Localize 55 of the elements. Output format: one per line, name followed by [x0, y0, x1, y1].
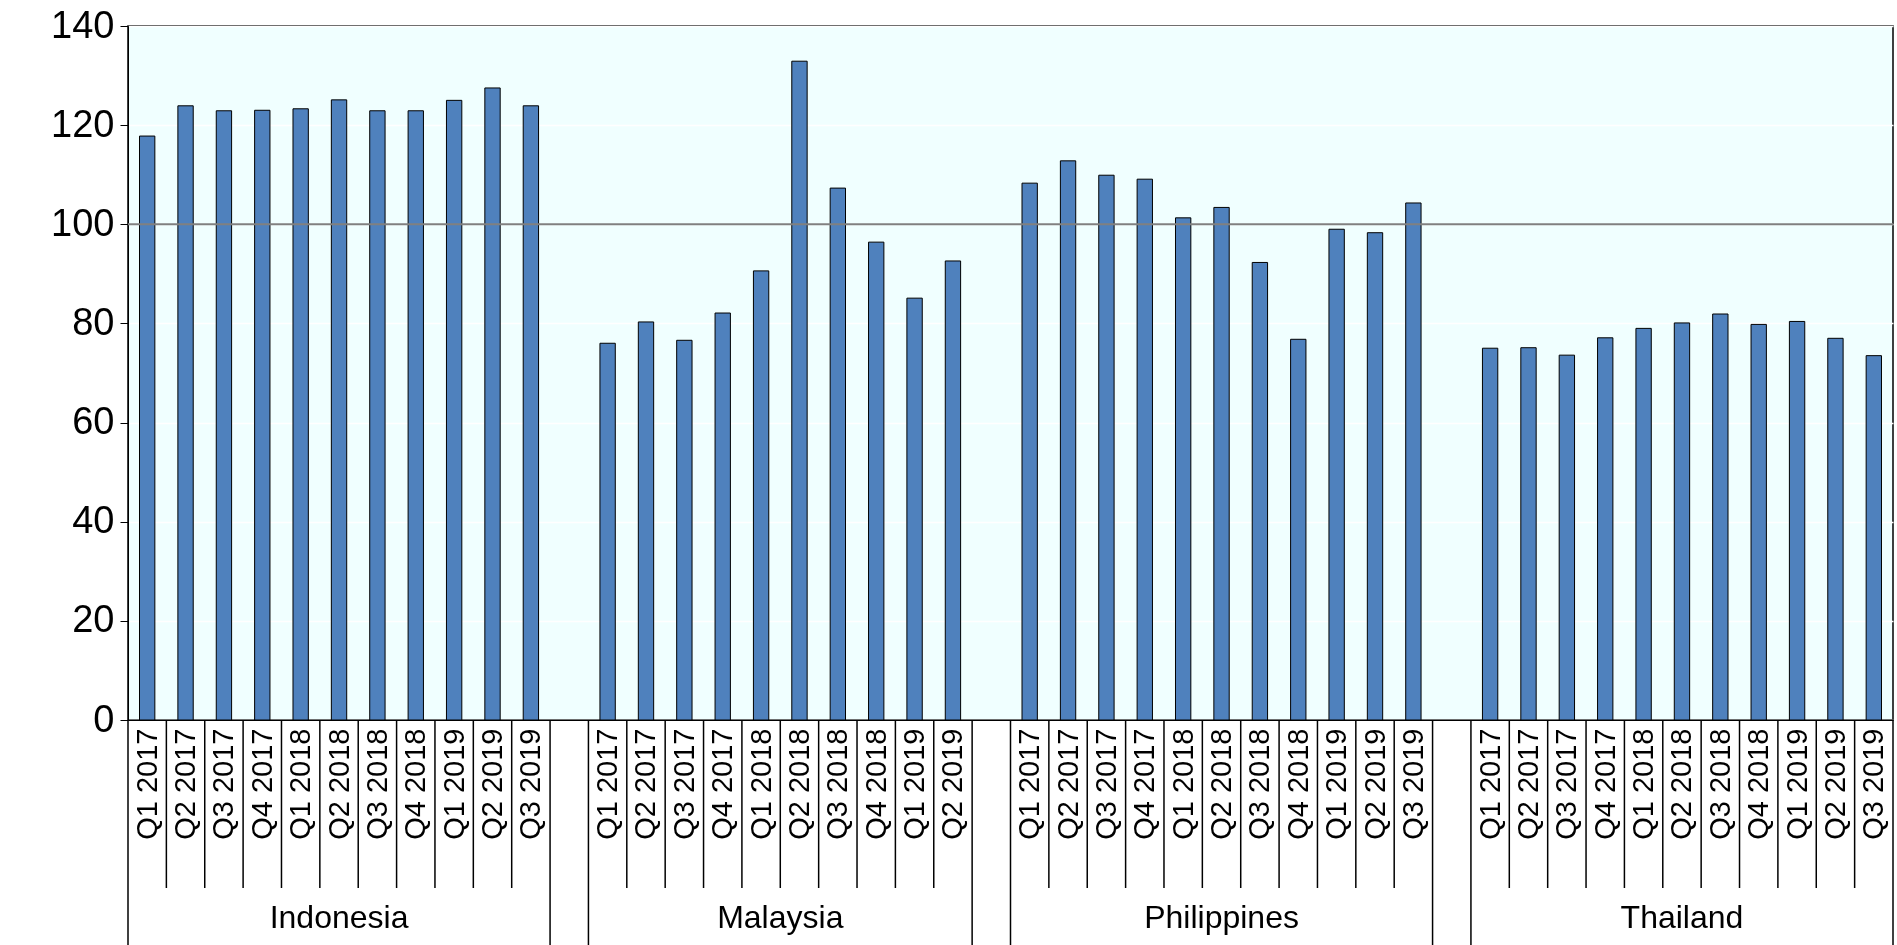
y-tick-label: 0	[93, 697, 115, 740]
x-tick-label: Q2 2018	[322, 728, 355, 840]
x-tick-label: Q3 2019	[1857, 728, 1890, 840]
x-tick-label: Q1 2019	[898, 728, 931, 840]
x-tick-label: Q1 2017	[1013, 728, 1046, 840]
x-tick-label: Q4 2017	[245, 728, 278, 840]
x-tick-label: Q2 2019	[1818, 728, 1851, 840]
x-tick-label: Q4 2018	[1281, 728, 1314, 840]
x-tick-label: Q3 2017	[1089, 728, 1122, 840]
x-tick-label: Q2 2017	[169, 728, 202, 840]
x-tick-label: Q3 2018	[360, 728, 393, 840]
x-tick-label: Q1 2018	[744, 728, 777, 840]
y-tick-label: 40	[72, 499, 115, 542]
x-tick-label: Q1 2018	[1166, 728, 1199, 840]
x-tick-label: Q1 2019	[437, 728, 470, 840]
x-tick-label: Q4 2018	[399, 728, 432, 840]
y-tick-label: 140	[51, 3, 115, 46]
y-tick-label: 80	[72, 300, 115, 343]
x-tick-label: Q3 2017	[1550, 728, 1583, 840]
x-tick-label: Q1 2017	[591, 728, 624, 840]
x-tick-label: Q2 2018	[1205, 728, 1238, 840]
x-tick-label: Q4 2017	[1128, 728, 1161, 840]
y-tick-label: 60	[72, 400, 115, 443]
x-tick-label: Q3 2017	[667, 728, 700, 840]
x-tick-label: Q3 2019	[514, 728, 547, 840]
y-tick-label: 100	[51, 201, 115, 244]
text: Philippines	[1144, 899, 1299, 935]
x-tick-label: Q4 2017	[706, 728, 739, 840]
x-tick-label: Q3 2018	[1243, 728, 1276, 840]
text: Indonesia	[269, 899, 409, 935]
text: Thailand	[1620, 899, 1744, 935]
x-tick-label: Q2 2019	[936, 728, 969, 840]
x-tick-label: Q1 2017	[1473, 728, 1506, 840]
x-tick-label: Q3 2017	[207, 728, 240, 840]
text: Malaysia	[717, 899, 844, 935]
y-tick-label: 20	[72, 598, 115, 641]
x-tick-label: Q2 2019	[1358, 728, 1391, 840]
x-tick-label: Q3 2018	[1703, 728, 1736, 840]
x-tick-label: Q4 2018	[1742, 728, 1775, 840]
y-tick-label: 120	[51, 102, 115, 145]
x-tick-label: Q1 2018	[1627, 728, 1660, 840]
x-tick-label: Q2 2018	[782, 728, 815, 840]
x-tick-label: Q3 2019	[1396, 728, 1429, 840]
x-tick-label: Q1 2018	[284, 728, 317, 840]
x-tick-label: Q3 2018	[821, 728, 854, 840]
x-tick-label: Q4 2017	[1588, 728, 1621, 840]
x-tick-label: Q2 2017	[1511, 728, 1544, 840]
x-tick-label: Q2 2017	[1051, 728, 1084, 840]
x-tick-label: Q1 2017	[130, 728, 163, 840]
x-tick-label: Q2 2018	[1665, 728, 1698, 840]
x-tick-label: Q1 2019	[1320, 728, 1353, 840]
x-tick-label: Q1 2019	[1780, 728, 1813, 840]
x-tick-label: Q2 2017	[629, 728, 662, 840]
x-tick-label: Q2 2019	[476, 728, 509, 840]
x-tick-label: Q4 2018	[859, 728, 892, 840]
